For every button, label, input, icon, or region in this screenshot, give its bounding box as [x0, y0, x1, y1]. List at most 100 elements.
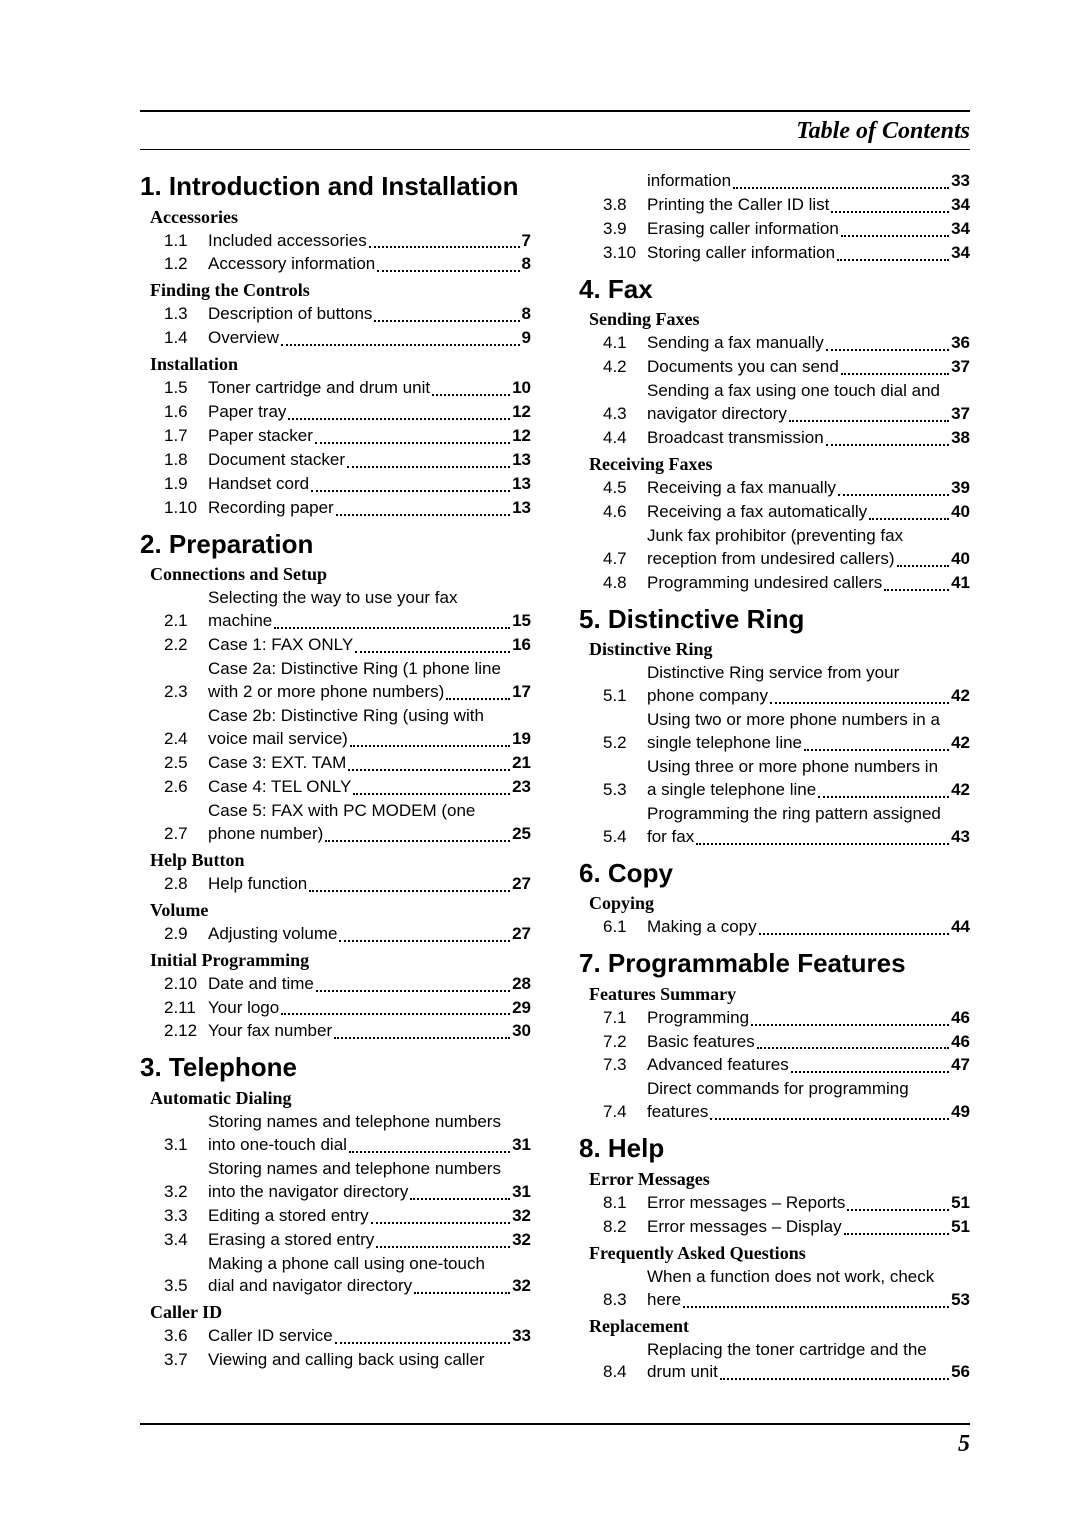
- entry-text: Your logo29: [208, 997, 531, 1020]
- toc-entry: information33: [603, 170, 970, 193]
- toc-entry: 2.12Your fax number30: [164, 1020, 531, 1043]
- chapter-heading: 8. Help: [579, 1132, 970, 1165]
- toc-entry: 3.3Editing a stored entry32: [164, 1205, 531, 1228]
- entry-number: 1.9: [164, 473, 208, 496]
- leader-dots: [826, 444, 949, 446]
- entry-text: Erasing caller information34: [647, 218, 970, 241]
- leader-dots: [281, 344, 520, 346]
- leader-dots: [369, 246, 520, 248]
- entry-page: 12: [512, 401, 531, 424]
- toc-entry: 3.9Erasing caller information34: [603, 218, 970, 241]
- toc-entry: 8.3When a function does not work, checkh…: [603, 1266, 970, 1312]
- toc-entry: 5.1Distinctive Ring service from yourpho…: [603, 662, 970, 708]
- toc-entry: 1.9Handset cord13: [164, 473, 531, 496]
- entry-page: 51: [951, 1216, 970, 1239]
- leader-dots: [311, 490, 510, 492]
- entry-text: Case 4: TEL ONLY23: [208, 776, 531, 799]
- leader-dots: [348, 769, 510, 771]
- entry-page: 53: [951, 1289, 970, 1312]
- entry-text: Case 1: FAX ONLY16: [208, 634, 531, 657]
- left-column: 1. Introduction and InstallationAccessor…: [140, 170, 531, 1385]
- leader-dots: [336, 514, 510, 516]
- header-title: Table of Contents: [140, 118, 970, 145]
- section-heading: Help Button: [150, 850, 531, 871]
- toc-entry: 2.4Case 2b: Distinctive Ring (using with…: [164, 705, 531, 751]
- leader-dots: [804, 749, 949, 751]
- entry-number: 2.2: [164, 634, 208, 657]
- right-column: information333.8Printing the Caller ID l…: [579, 170, 970, 1385]
- toc-entry: 4.4Broadcast transmission38: [603, 427, 970, 450]
- entry-number: 4.7: [603, 548, 647, 571]
- entry-page: 12: [512, 425, 531, 448]
- leader-dots: [751, 1024, 949, 1026]
- entry-number: 2.3: [164, 681, 208, 704]
- leader-dots: [847, 1209, 949, 1211]
- entry-text: Selecting the way to use your faxmachine…: [208, 587, 531, 633]
- entry-number: 7.1: [603, 1007, 647, 1030]
- entry-text: Case 2b: Distinctive Ring (using withvoi…: [208, 705, 531, 751]
- entry-number: 2.12: [164, 1020, 208, 1043]
- leader-dots: [349, 1151, 510, 1153]
- section-heading: Sending Faxes: [589, 309, 970, 330]
- section-heading: Connections and Setup: [150, 564, 531, 585]
- entry-text: information33: [647, 170, 970, 193]
- entry-page: 10: [512, 377, 531, 400]
- toc-entry: 3.10Storing caller information34: [603, 242, 970, 265]
- section-heading: Initial Programming: [150, 950, 531, 971]
- toc-entry: 7.1Programming46: [603, 1007, 970, 1030]
- entry-page: 32: [512, 1205, 531, 1228]
- entry-page: 33: [512, 1325, 531, 1348]
- entry-number: 3.1: [164, 1134, 208, 1157]
- leader-dots: [837, 259, 949, 261]
- leader-dots: [316, 990, 510, 992]
- entry-page: 51: [951, 1192, 970, 1215]
- entry-page: 8: [522, 253, 531, 276]
- toc-entry: 4.5Receiving a fax manually39: [603, 477, 970, 500]
- entry-page: 32: [512, 1229, 531, 1252]
- entry-text: Making a phone call using one-touchdial …: [208, 1253, 531, 1299]
- leader-dots: [791, 1071, 949, 1073]
- toc-entry: 2.5Case 3: EXT. TAM21: [164, 752, 531, 775]
- toc-entry: 4.7Junk fax prohibitor (preventing faxre…: [603, 525, 970, 571]
- entry-number: 5.3: [603, 779, 647, 802]
- entry-number: 3.5: [164, 1275, 208, 1298]
- entry-page: 56: [951, 1361, 970, 1384]
- entry-text: Programming46: [647, 1007, 970, 1030]
- entry-text: Programming the ring pattern assignedfor…: [647, 803, 970, 849]
- entry-number: 2.1: [164, 610, 208, 633]
- entry-page: 37: [951, 403, 970, 426]
- entry-text: When a function does not work, checkhere…: [647, 1266, 970, 1312]
- leader-dots: [377, 270, 519, 272]
- entry-page: 31: [512, 1134, 531, 1157]
- section-heading: Distinctive Ring: [589, 639, 970, 660]
- toc-entry: 1.2Accessory information8: [164, 253, 531, 276]
- entry-text: Printing the Caller ID list34: [647, 194, 970, 217]
- entry-text: Storing names and telephone numbersinto …: [208, 1111, 531, 1157]
- entry-page: 46: [951, 1007, 970, 1030]
- entry-number: 2.10: [164, 973, 208, 996]
- entry-number: 3.2: [164, 1181, 208, 1204]
- entry-page: 27: [512, 873, 531, 896]
- entry-page: 28: [512, 973, 531, 996]
- entry-text: Distinctive Ring service from yourphone …: [647, 662, 970, 708]
- chapter-heading: 3. Telephone: [140, 1051, 531, 1084]
- entry-number: 1.4: [164, 327, 208, 350]
- leader-dots: [818, 796, 949, 798]
- entry-page: 8: [522, 303, 531, 326]
- toc-entry: 3.4Erasing a stored entry32: [164, 1229, 531, 1252]
- entry-text: Receiving a fax manually39: [647, 477, 970, 500]
- toc-entry: 8.2Error messages – Display51: [603, 1216, 970, 1239]
- toc-entry: 4.2Documents you can send37: [603, 356, 970, 379]
- toc-entry: 2.11Your logo29: [164, 997, 531, 1020]
- toc-entry: 1.7Paper stacker12: [164, 425, 531, 448]
- leader-dots: [374, 320, 519, 322]
- entry-text: Basic features46: [647, 1031, 970, 1054]
- entry-number: 2.11: [164, 997, 208, 1020]
- page: Table of Contents 1. Introduction and In…: [0, 0, 1080, 1528]
- chapter-heading: 1. Introduction and Installation: [140, 170, 531, 203]
- footer: 5: [140, 1423, 970, 1458]
- footer-rule: [140, 1423, 970, 1425]
- entry-page: 42: [951, 732, 970, 755]
- entry-number: 4.8: [603, 572, 647, 595]
- entry-page: 15: [512, 610, 531, 633]
